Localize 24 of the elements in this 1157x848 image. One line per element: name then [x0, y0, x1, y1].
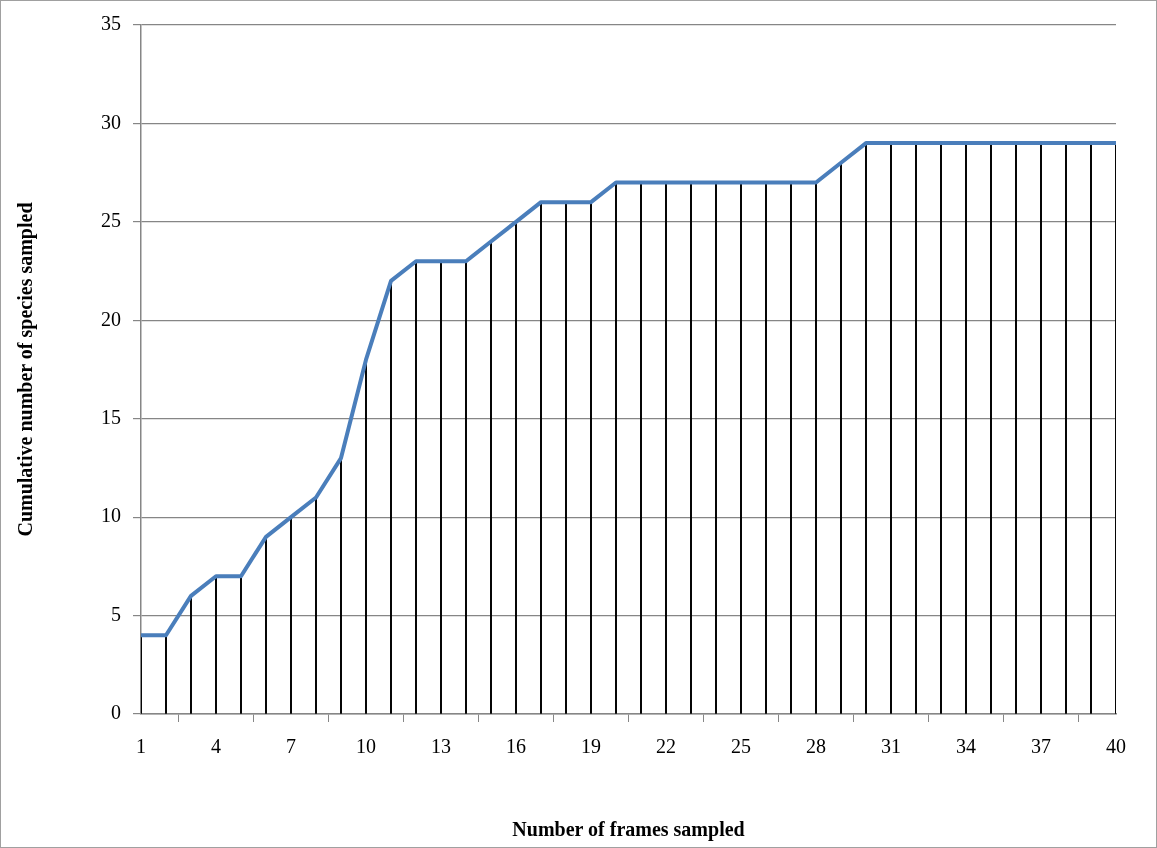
x-tick-label: 7 [286, 735, 296, 758]
x-axis-title: Number of frames sampled [512, 818, 745, 842]
x-tick-label: 34 [956, 735, 976, 758]
y-tick-label: 10 [101, 504, 121, 527]
x-tick-label: 1 [136, 735, 146, 758]
x-tick-label: 22 [656, 735, 676, 758]
y-tick-label: 15 [101, 405, 121, 428]
y-tick-label: 20 [101, 307, 121, 330]
x-tick-label: 4 [211, 735, 221, 758]
x-tick-label: 25 [731, 735, 751, 758]
y-axis-title: Cumulative number of species sampled [14, 202, 38, 537]
x-tick-label: 16 [506, 735, 526, 758]
x-tick-label: 13 [431, 735, 451, 758]
x-tick-label: 10 [356, 735, 376, 758]
x-tick-label: 31 [881, 735, 901, 758]
y-tick-label: 35 [101, 12, 121, 35]
y-tick-label: 0 [111, 701, 121, 724]
y-tick-label: 25 [101, 209, 121, 232]
x-tick-label: 37 [1031, 735, 1051, 758]
y-tick-label: 30 [101, 110, 121, 133]
y-tick-label: 5 [111, 602, 121, 625]
x-tick-label: 40 [1106, 735, 1126, 758]
x-tick-label: 28 [806, 735, 826, 758]
x-tick-label: 19 [581, 735, 601, 758]
